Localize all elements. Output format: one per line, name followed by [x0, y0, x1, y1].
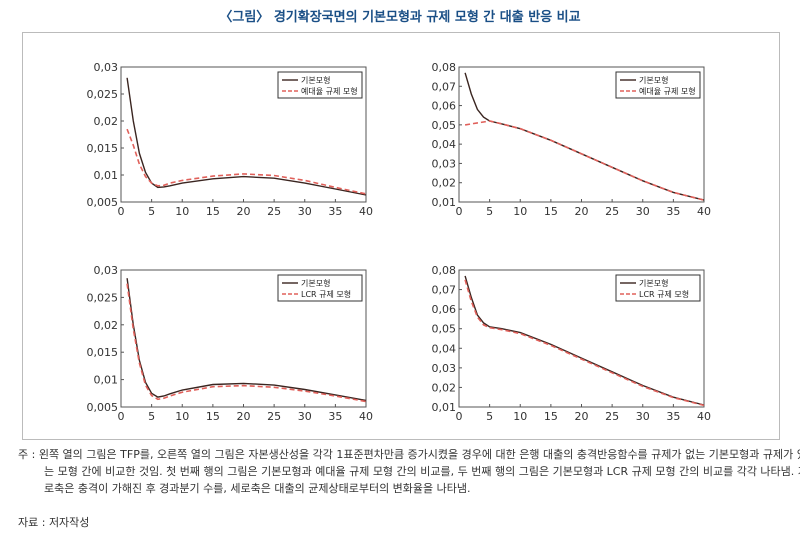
series-line-regulated: [126, 128, 367, 195]
y-tick-label: 0,05: [432, 323, 457, 336]
y-tick-label: 0,04: [432, 342, 457, 355]
chart-2: 0 5 10 15 20 25 30 35 40 0,01 0,02 0,03 0,04 0,05 0,06…: [432, 61, 712, 218]
x-tick-label: 30: [636, 205, 650, 218]
y-tick-label: 0,07: [432, 284, 457, 297]
figure-source: 자료 : 저자작성: [18, 516, 90, 529]
series-line-regulated: [464, 120, 705, 201]
legend-label: LCR 규제 모형: [639, 290, 689, 299]
y-tick-label: 0,02: [432, 381, 457, 394]
series-line-base: [126, 278, 367, 402]
chart-1: 0 5 10 15 20 25 30 35 40 0,005 0,01 0,015 0,02 0,025 0…: [87, 61, 374, 218]
y-tick-label: 0,005: [87, 401, 119, 414]
x-tick-label: 40: [359, 205, 373, 218]
y-tick-label: 0,015: [87, 142, 119, 155]
y-tick-label: 0,005: [87, 196, 119, 209]
legend-label: 기본모형: [639, 279, 668, 288]
legend: [615, 71, 701, 99]
x-tick-label: 40: [697, 410, 711, 423]
y-tick-label: 0,05: [432, 119, 457, 132]
x-tick-label: 15: [544, 205, 558, 218]
series-line-regulated: [126, 283, 367, 403]
y-tick-label: 0,01: [94, 169, 119, 182]
x-tick-label: 5: [486, 205, 493, 218]
legend-label: 기본모형: [301, 279, 330, 288]
y-tick-label: 0,01: [432, 401, 457, 414]
legend: [277, 71, 363, 99]
x-tick-label: 30: [636, 410, 650, 423]
x-tick-label: 5: [148, 410, 155, 423]
x-tick-label: 20: [237, 410, 251, 423]
figure-title: 〈그림〉 경기확장국면의 기본모형과 규제 모형 간 대출 반응 비교: [219, 10, 581, 25]
legend-label: LCR 규제 모형: [301, 290, 351, 299]
y-tick-label: 0,015: [87, 346, 119, 359]
y-tick-label: 0,02: [94, 319, 119, 332]
x-tick-label: 40: [359, 410, 373, 423]
legend-label: 기본모형: [639, 76, 668, 85]
y-tick-label: 0,07: [432, 80, 457, 93]
x-tick-label: 25: [267, 410, 281, 423]
legend-label: 예대율 규제 모형: [639, 86, 696, 96]
series-line-base: [126, 77, 367, 196]
x-tick-label: 5: [486, 410, 493, 423]
y-tick-label: 0,03: [94, 264, 119, 277]
y-tick-label: 0,03: [432, 157, 457, 170]
x-tick-label: 0: [456, 410, 463, 423]
x-tick-label: 25: [267, 205, 281, 218]
legend-label: 기본모형: [301, 76, 330, 85]
x-tick-label: 20: [575, 205, 589, 218]
legend-label: 예대율 규제 모형: [301, 86, 358, 96]
x-tick-label: 10: [175, 205, 189, 218]
y-tick-label: 0,02: [432, 177, 457, 190]
series-line-regulated: [464, 279, 705, 407]
y-tick-label: 0,06: [432, 303, 457, 316]
y-tick-label: 0,04: [432, 138, 457, 151]
chart-3: 0 5 10 15 20 25 30 35 40 0,005 0,01 0,015 0,02 0,025 0…: [87, 264, 374, 423]
y-tick-label: 0,025: [87, 88, 119, 101]
y-tick-label: 0,08: [432, 61, 457, 74]
x-tick-label: 25: [605, 205, 619, 218]
x-tick-label: 30: [298, 410, 312, 423]
x-tick-label: 35: [328, 410, 342, 423]
x-tick-label: 15: [206, 205, 220, 218]
y-tick-label: 0,01: [94, 374, 119, 387]
y-tick-label: 0,08: [432, 264, 457, 277]
x-tick-label: 40: [697, 205, 711, 218]
x-tick-label: 35: [666, 410, 680, 423]
x-tick-label: 25: [605, 410, 619, 423]
x-tick-label: 0: [456, 205, 463, 218]
x-tick-label: 10: [513, 410, 527, 423]
x-tick-label: 35: [666, 205, 680, 218]
y-tick-label: 0,06: [432, 100, 457, 113]
x-tick-label: 20: [237, 205, 251, 218]
charts: 0 5 10 15 20 25 30 35 400,0050,010,0150,020,0250…: [87, 61, 712, 423]
y-tick-label: 0,03: [94, 61, 119, 74]
figure-note: 주 : 왼쪽 열의 그림은 TFP를, 오른쪽 열의 그림은 자본생산성을 각각…: [18, 448, 800, 495]
x-tick-label: 10: [175, 410, 189, 423]
legend: [277, 274, 363, 302]
x-tick-label: 0: [118, 410, 125, 423]
x-tick-label: 20: [575, 410, 589, 423]
x-tick-label: 15: [544, 410, 558, 423]
x-tick-label: 30: [298, 205, 312, 218]
y-tick-label: 0,025: [87, 291, 119, 304]
x-tick-label: 15: [206, 410, 220, 423]
x-tick-label: 5: [148, 205, 155, 218]
x-tick-label: 35: [328, 205, 342, 218]
x-tick-label: 10: [513, 205, 527, 218]
x-tick-label: 0: [118, 205, 125, 218]
legend: [615, 274, 701, 302]
series-line-base: [464, 275, 705, 406]
y-tick-label: 0,03: [432, 362, 457, 375]
y-tick-label: 0,02: [94, 115, 119, 128]
y-tick-label: 0,01: [432, 196, 457, 209]
chart-4: 0 5 10 15 20 25 30 35 40 0,01 0,02 0,03 0,04 0,05 0,06…: [432, 264, 712, 423]
